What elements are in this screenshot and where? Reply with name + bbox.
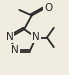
Text: O: O bbox=[44, 3, 52, 13]
Text: N: N bbox=[6, 32, 14, 43]
Text: N: N bbox=[32, 32, 40, 43]
Text: N: N bbox=[11, 45, 19, 55]
